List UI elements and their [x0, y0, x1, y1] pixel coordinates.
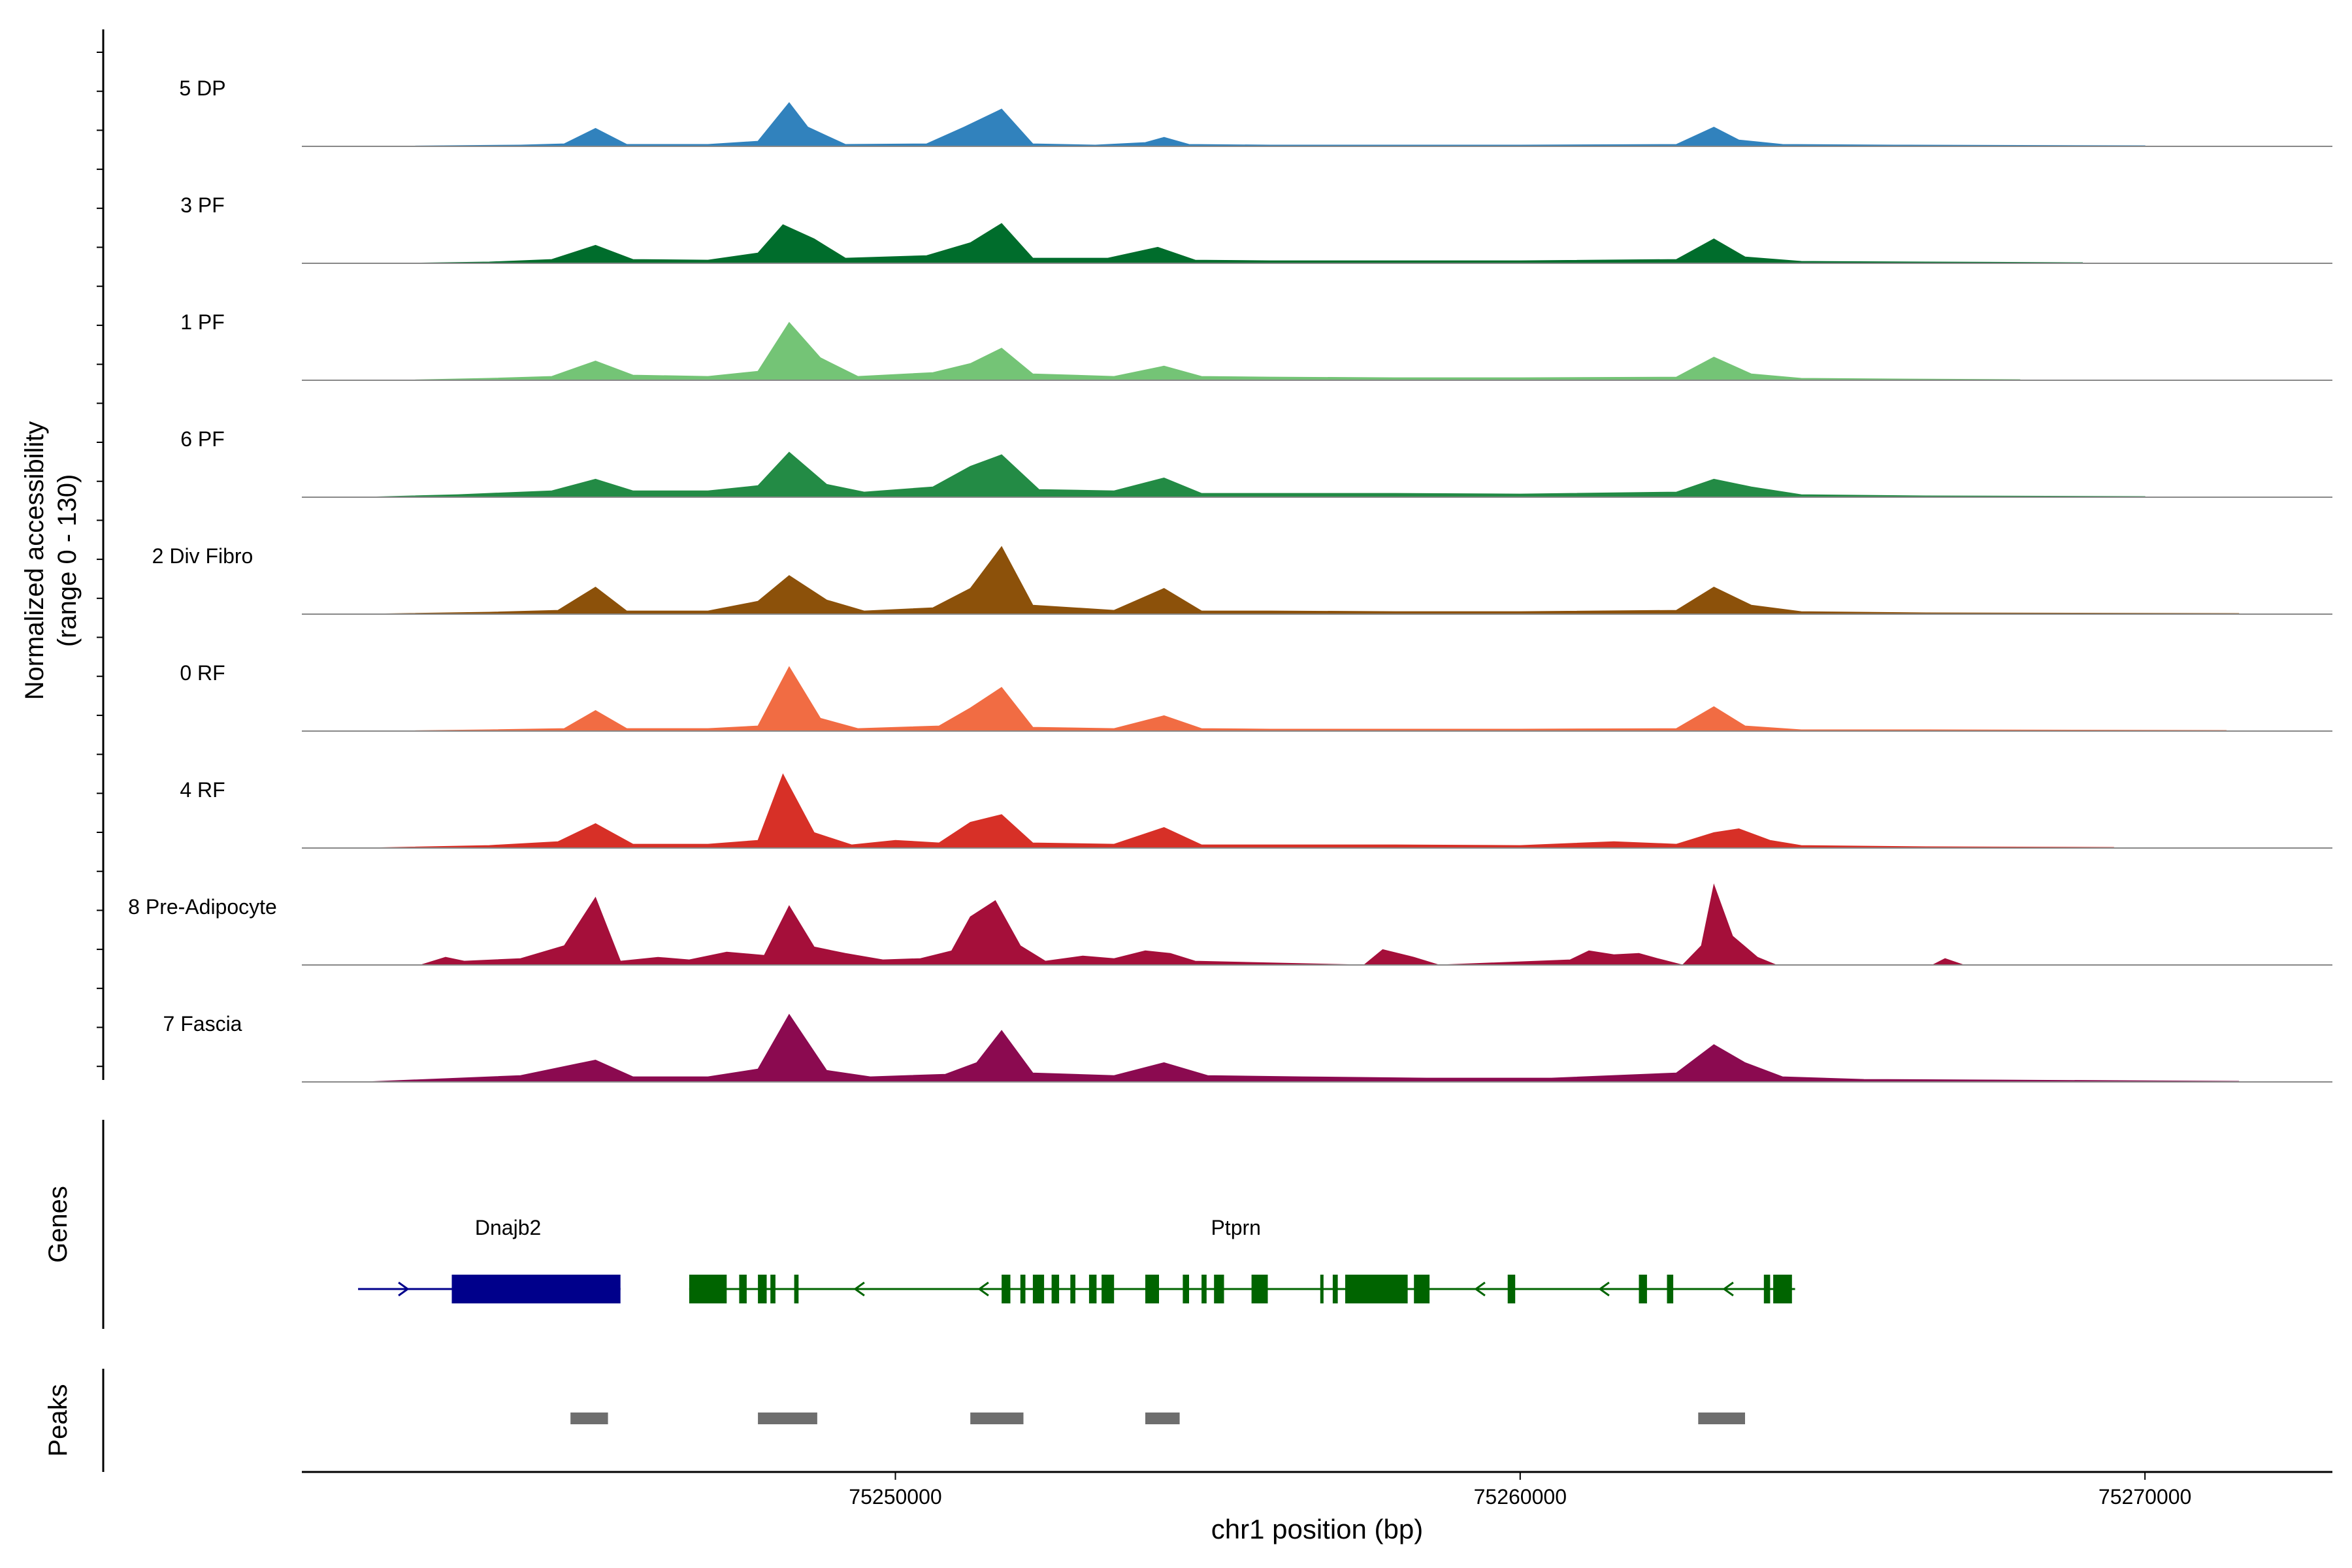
gene-exon [758, 1275, 767, 1303]
x-tick-label: 75260000 [1474, 1485, 1567, 1509]
gene-exon [1639, 1275, 1647, 1303]
track-2-div-fibro: 2 Div Fibro [152, 544, 2332, 615]
x-tick-label: 75270000 [2099, 1485, 2191, 1509]
strand-chevron [977, 1281, 989, 1297]
genomic-x-axis: 75250000 75260000 75270000 chr1 position (… [302, 1471, 2332, 1544]
gene-exon [689, 1275, 727, 1303]
y-axis-subtitle: (range 0 - 130) [53, 474, 82, 647]
gene-exon [1032, 1275, 1045, 1303]
peak-bar [970, 1413, 1024, 1424]
track-label: 4 RF [180, 778, 225, 802]
gene-exon [1763, 1275, 1771, 1303]
gene-exon [1201, 1275, 1207, 1303]
gene-exon [1183, 1275, 1189, 1303]
peaks-track-label: Peaks [44, 1384, 73, 1456]
gene-exon [1145, 1275, 1159, 1303]
gene-exon [1667, 1275, 1674, 1303]
gene-exon [1051, 1275, 1060, 1303]
gene-exon [451, 1275, 621, 1303]
track-4-rf: 4 RF [180, 773, 2332, 849]
coverage-area [364, 546, 2240, 615]
strand-chevron [1598, 1281, 1610, 1297]
strand-chevron [398, 1281, 410, 1297]
peak-bar [758, 1413, 817, 1424]
track-3-pf: 3 PF [180, 193, 2332, 264]
track-label: 2 Div Fibro [152, 544, 253, 568]
track-label: 5 DP [179, 76, 225, 100]
strand-chevron [853, 1281, 865, 1297]
accessibility-y-axis: Normalized accessibility (range 0 - 130) [20, 29, 105, 1080]
gene-exon [1214, 1275, 1224, 1303]
gene-exon [1320, 1275, 1324, 1303]
gene-exon [1345, 1275, 1408, 1303]
genes-track-label: Genes [44, 1186, 73, 1263]
x-tick-label: 75250000 [849, 1485, 941, 1509]
gene-exon [1020, 1275, 1026, 1303]
gene-dnajb2: Dnajb2 [358, 1216, 621, 1303]
peak-bar [1145, 1413, 1180, 1424]
gene-exon [770, 1275, 776, 1303]
coverage-area [364, 102, 2146, 147]
gene-exon [1414, 1275, 1430, 1303]
gene-exon [1773, 1275, 1792, 1303]
coverage-area [420, 883, 1964, 966]
peaks-track: Peaks [44, 1369, 1745, 1472]
coverage-area [395, 321, 2021, 381]
track-label: 3 PF [180, 193, 225, 217]
track-label: 7 Fascia [163, 1012, 242, 1036]
track-8-pre-adipocyte: 8 Pre-Adipocyte [128, 883, 2332, 966]
track-label: 1 PF [180, 310, 225, 334]
track-5-dp: 5 DP [179, 76, 2332, 147]
coverage-area [364, 451, 2146, 498]
gene-exon [794, 1275, 799, 1303]
strand-chevron [1474, 1281, 1486, 1297]
track-label: 8 Pre-Adipocyte [128, 895, 277, 919]
coverage-area [395, 223, 2083, 264]
coverage-area [364, 773, 2114, 849]
track-1-pf: 1 PF [180, 310, 2332, 381]
gene-exon [1332, 1275, 1338, 1303]
track-label: 0 RF [180, 661, 225, 685]
gene-exon [1002, 1275, 1011, 1303]
peak-bar [1698, 1413, 1745, 1424]
track-6-pf: 6 PF [180, 427, 2332, 498]
genes-track: Genes Dnajb2 Ptprn [44, 1120, 1795, 1329]
gene-exon [1070, 1275, 1075, 1303]
x-axis-title: chr1 position (bp) [1211, 1514, 1424, 1544]
track-0-rf: 0 RF [180, 661, 2332, 732]
gene-exon [1102, 1275, 1115, 1303]
gene-exon [1088, 1275, 1097, 1303]
track-7-fascia: 7 Fascia [163, 1012, 2332, 1083]
gene-label: Ptprn [1211, 1216, 1260, 1239]
coverage-area [364, 1013, 2240, 1083]
peak-bar [570, 1413, 608, 1424]
gene-label: Dnajb2 [475, 1216, 541, 1239]
coverage-area [383, 666, 2227, 732]
track-label: 6 PF [180, 427, 225, 451]
coverage-tracks: 5 DP 3 PF 1 PF 6 PF 2 Div Fibro 0 RF 4 RF 8 Pre… [128, 76, 2332, 1083]
gene-exon [1507, 1275, 1516, 1303]
strand-chevron [1722, 1281, 1734, 1297]
gene-exon [739, 1275, 747, 1303]
y-axis-title: Normalized accessibility [20, 421, 49, 700]
gene-exon [1251, 1275, 1268, 1303]
gene-ptprn: Ptprn [689, 1216, 1795, 1303]
